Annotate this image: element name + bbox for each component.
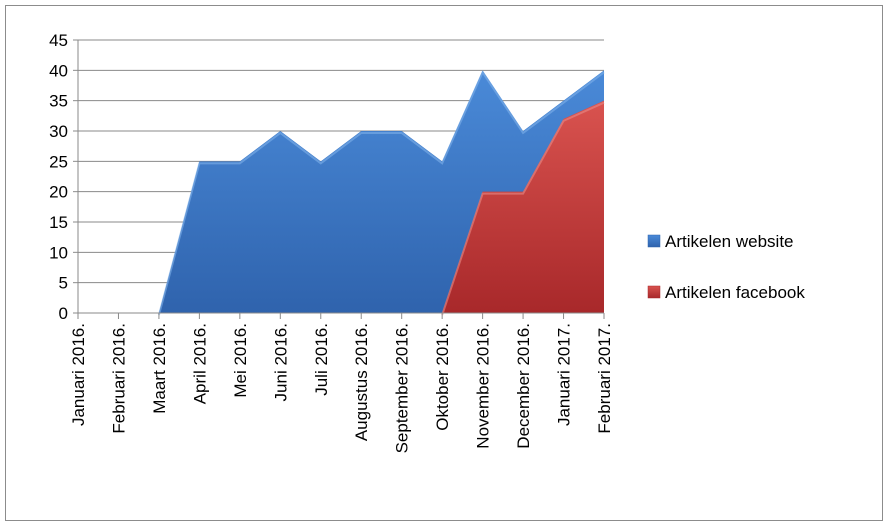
y-tick-labels: 0 5 10 15 20 25 30 35 40 45 <box>49 31 68 323</box>
x-tick-labels: Januari 2016. Februari 2016. Maart 2016. Ap… <box>69 323 614 453</box>
x-tick-label: Februari 2017. <box>595 323 614 434</box>
x-tick-label: Mei 2016. <box>231 323 250 398</box>
x-tick-label: November 2016. <box>474 323 493 449</box>
x-tick-label: December 2016. <box>514 323 533 449</box>
x-tick-label: September 2016. <box>393 323 412 453</box>
legend-label: Artikelen facebook <box>665 283 805 302</box>
axes <box>73 39 605 319</box>
series-areas <box>157 70 605 316</box>
y-tick-label: 5 <box>59 274 68 293</box>
y-tick-label: 15 <box>49 213 68 232</box>
y-tick-label: 35 <box>49 92 68 111</box>
y-tick-label: 0 <box>59 304 68 323</box>
legend-swatch <box>647 234 661 248</box>
y-tick-label: 20 <box>49 183 68 202</box>
x-tick-label: Januari 2017. <box>555 323 574 426</box>
y-tick-label: 40 <box>49 61 68 80</box>
legend: Artikelen website Artikelen facebook <box>647 232 805 302</box>
legend-label: Artikelen website <box>665 232 794 251</box>
x-tick-label: Juli 2016. <box>312 323 331 396</box>
x-tick-label: Juni 2016. <box>271 323 290 401</box>
x-tick-label: April 2016. <box>190 323 209 404</box>
y-tick-label: 30 <box>49 122 68 141</box>
y-tick-label: 10 <box>49 243 68 262</box>
area-series-facebook <box>442 100 604 314</box>
x-tick-label: Januari 2016. <box>69 323 88 426</box>
y-tick-label: 25 <box>49 152 68 171</box>
x-tick-label: Oktober 2016. <box>433 323 452 431</box>
area-edge-highlight <box>441 101 605 316</box>
area-edge-highlight <box>157 70 605 316</box>
legend-swatch <box>647 285 661 299</box>
x-tick-label: Maart 2016. <box>150 323 169 414</box>
y-tick-label: 45 <box>49 31 68 50</box>
x-tick-label: Augustus 2016. <box>352 323 371 441</box>
x-tick-label: Februari 2016. <box>109 323 128 434</box>
